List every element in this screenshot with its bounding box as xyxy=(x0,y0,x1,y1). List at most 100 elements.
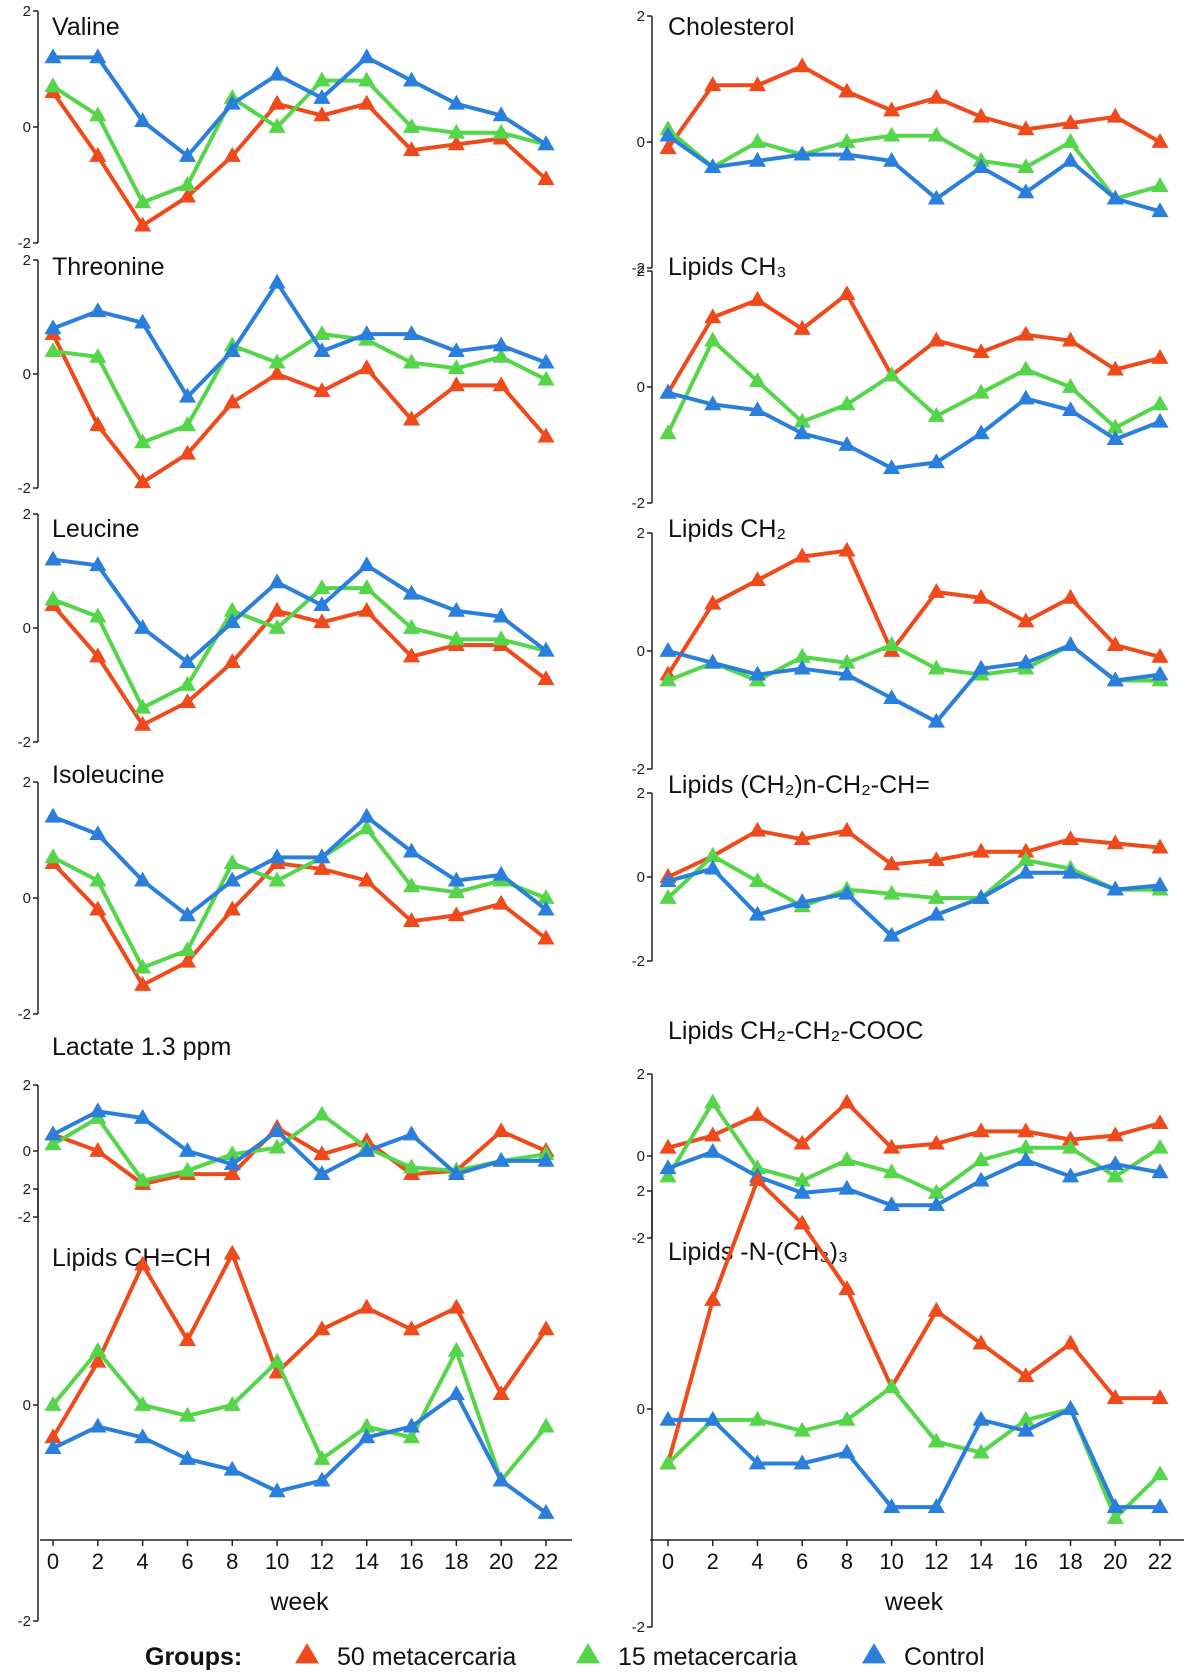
x-tick-label: 22 xyxy=(534,1549,558,1574)
data-point xyxy=(178,693,197,708)
x-axes: 0 2 4 6 8 10 12 14 16 18 20 22 week 0 2 4 6 8 10 12 14 16 18 20… xyxy=(40,1539,1184,1616)
data-point xyxy=(1017,1367,1035,1383)
data-point xyxy=(748,1106,767,1121)
data-point xyxy=(838,1151,856,1166)
data-point xyxy=(44,1428,62,1444)
data-point xyxy=(704,331,722,347)
data-point xyxy=(704,594,722,610)
panel-title: Lipids CH=CH xyxy=(52,1244,211,1272)
data-point xyxy=(313,1165,331,1180)
data-point xyxy=(972,1122,990,1138)
data-point xyxy=(402,141,421,157)
data-point xyxy=(223,1244,241,1260)
data-point xyxy=(927,331,945,347)
data-point xyxy=(402,1428,421,1444)
data-point xyxy=(1151,395,1169,411)
data-point xyxy=(44,550,62,566)
data-point xyxy=(1061,1167,1080,1183)
data-point xyxy=(659,642,677,657)
data-point xyxy=(268,94,286,110)
data-point xyxy=(313,579,331,594)
data-point xyxy=(492,347,510,363)
y-tick-label: -2 xyxy=(632,1619,645,1636)
data-point xyxy=(883,1138,901,1154)
data-point xyxy=(748,821,767,837)
series-line xyxy=(52,332,547,445)
series-15-metacercaria xyxy=(44,1105,555,1187)
x-tick-label: 20 xyxy=(1103,1549,1127,1574)
data-point xyxy=(972,107,990,123)
data-point xyxy=(492,865,510,881)
series-line xyxy=(666,1178,1160,1465)
data-point xyxy=(134,1171,152,1187)
x-tick-label: 18 xyxy=(1058,1549,1082,1574)
x-tick-label: 12 xyxy=(924,1549,948,1574)
y-tick-label: -2 xyxy=(18,1209,31,1226)
data-point xyxy=(1017,1421,1035,1437)
panel-isoleucine: Isoleucine 2 0 -2 xyxy=(18,761,555,1023)
data-point xyxy=(178,1331,197,1347)
data-point xyxy=(659,889,677,904)
data-point xyxy=(927,126,945,142)
data-point xyxy=(492,1122,510,1138)
data-point xyxy=(1017,863,1035,879)
data-point xyxy=(268,65,286,81)
data-point xyxy=(793,893,811,909)
data-point xyxy=(748,401,767,417)
data-point xyxy=(178,187,197,203)
data-point xyxy=(447,1385,465,1401)
x-tick-label: 6 xyxy=(181,1549,193,1574)
series-control xyxy=(44,1385,555,1519)
data-point xyxy=(838,653,856,669)
data-point xyxy=(268,848,286,864)
series-line xyxy=(52,1109,546,1177)
data-point xyxy=(44,848,62,864)
x-tick-label: 4 xyxy=(137,1549,149,1574)
data-point xyxy=(313,848,331,864)
series-control xyxy=(659,859,1169,942)
x-tick-label: 18 xyxy=(444,1549,468,1574)
data-point xyxy=(883,101,901,117)
data-point xyxy=(134,1255,152,1271)
data-point xyxy=(838,145,856,161)
series-15-metacercaria xyxy=(659,1378,1169,1524)
data-point xyxy=(838,1093,856,1109)
data-point xyxy=(704,1142,722,1158)
data-point xyxy=(927,712,945,728)
data-point xyxy=(748,1159,767,1175)
data-point xyxy=(134,871,152,887)
data-point xyxy=(313,860,331,875)
panel-title: Lipids (CH₂)n-CH₂-CH= xyxy=(668,771,930,799)
data-point xyxy=(223,601,241,617)
data-point xyxy=(134,216,152,232)
data-point xyxy=(313,1105,331,1121)
data-point xyxy=(134,619,152,634)
data-point xyxy=(358,1298,376,1314)
data-point xyxy=(402,325,421,340)
x-axis-label: week xyxy=(269,1588,329,1616)
series-50-metacercaria xyxy=(659,285,1169,399)
data-point xyxy=(178,387,197,403)
series-line xyxy=(52,1392,548,1515)
data-point xyxy=(223,1165,241,1180)
data-point xyxy=(1017,325,1035,341)
data-point xyxy=(704,395,722,411)
data-point xyxy=(537,1320,555,1336)
data-point xyxy=(537,889,555,904)
data-point xyxy=(1061,378,1080,393)
data-point xyxy=(1017,653,1035,669)
data-point xyxy=(1106,834,1124,850)
data-point xyxy=(838,1443,856,1459)
data-point xyxy=(89,871,107,887)
y-tick-label: 2 xyxy=(637,263,645,280)
data-point xyxy=(134,193,152,209)
data-point xyxy=(838,436,856,451)
series-control xyxy=(44,48,555,162)
data-point xyxy=(704,1093,722,1109)
data-point xyxy=(447,1342,465,1357)
data-point xyxy=(704,653,722,669)
series-control xyxy=(44,273,555,403)
data-point xyxy=(313,325,331,340)
data-point xyxy=(492,1471,510,1487)
data-point xyxy=(1106,430,1124,446)
